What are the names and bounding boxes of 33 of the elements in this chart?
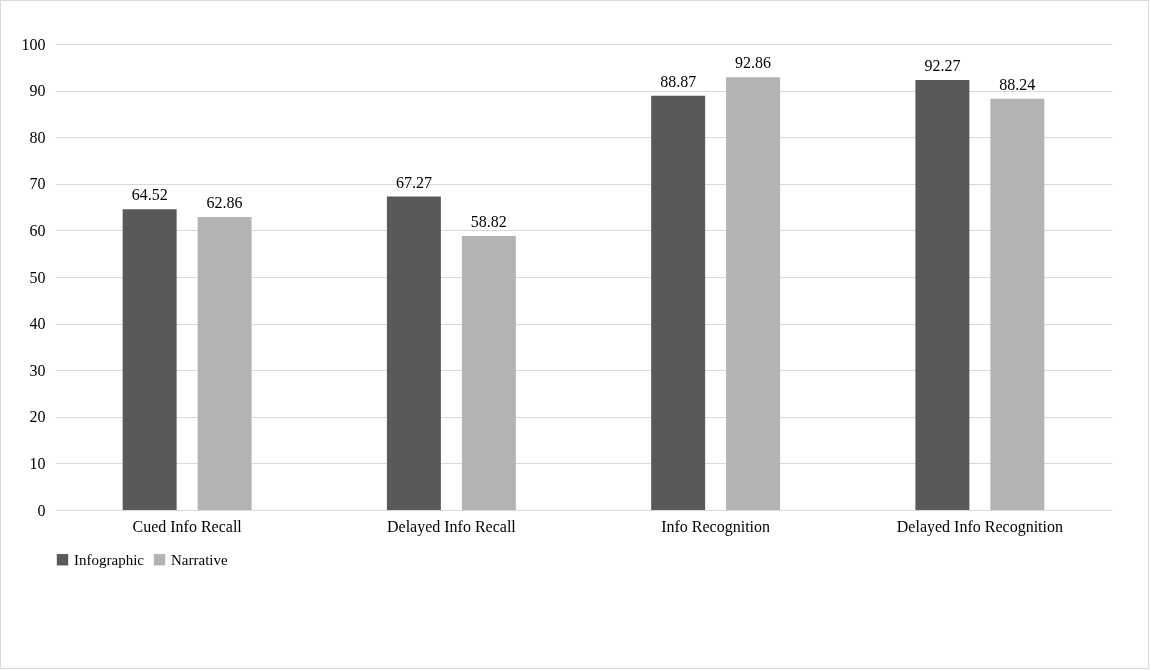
- y-tick-label: 30: [29, 361, 46, 379]
- x-tick-label: Info Recognition: [661, 517, 771, 536]
- y-tick-label: 50: [29, 268, 46, 286]
- x-tick-label: Delayed Info Recognition: [896, 517, 1063, 536]
- data-label: 92.86: [735, 54, 772, 72]
- legend-label: Infographic: [74, 551, 145, 568]
- legend-label: Narrative: [171, 551, 228, 568]
- data-label: 88.24: [999, 75, 1036, 93]
- bar: [197, 217, 252, 510]
- y-tick-label: 90: [29, 82, 46, 100]
- data-label: 92.27: [924, 57, 961, 75]
- data-label: 64.52: [131, 186, 168, 204]
- data-label: 67.27: [395, 173, 432, 191]
- x-tick-label: Delayed Info Recall: [386, 517, 517, 536]
- y-tick-label: 0: [37, 501, 46, 519]
- bar: [386, 196, 441, 510]
- y-tick-label: 10: [29, 454, 46, 472]
- data-label: 62.86: [206, 194, 243, 212]
- y-tick-label: 40: [29, 315, 46, 333]
- data-label: 88.87: [660, 72, 697, 90]
- y-tick-label: 80: [29, 128, 46, 146]
- y-tick-label: 100: [21, 35, 46, 53]
- y-tick-label: 70: [29, 175, 46, 193]
- bar: [461, 235, 516, 510]
- bar: [726, 77, 781, 510]
- data-label: 58.82: [470, 212, 507, 230]
- x-tick-label: Cued Info Recall: [132, 517, 243, 535]
- y-tick-label: 60: [29, 221, 46, 239]
- bar: [915, 80, 970, 510]
- y-tick-label: 20: [29, 408, 46, 426]
- bar: [651, 95, 706, 510]
- bar: [122, 209, 177, 510]
- bar: [990, 98, 1045, 510]
